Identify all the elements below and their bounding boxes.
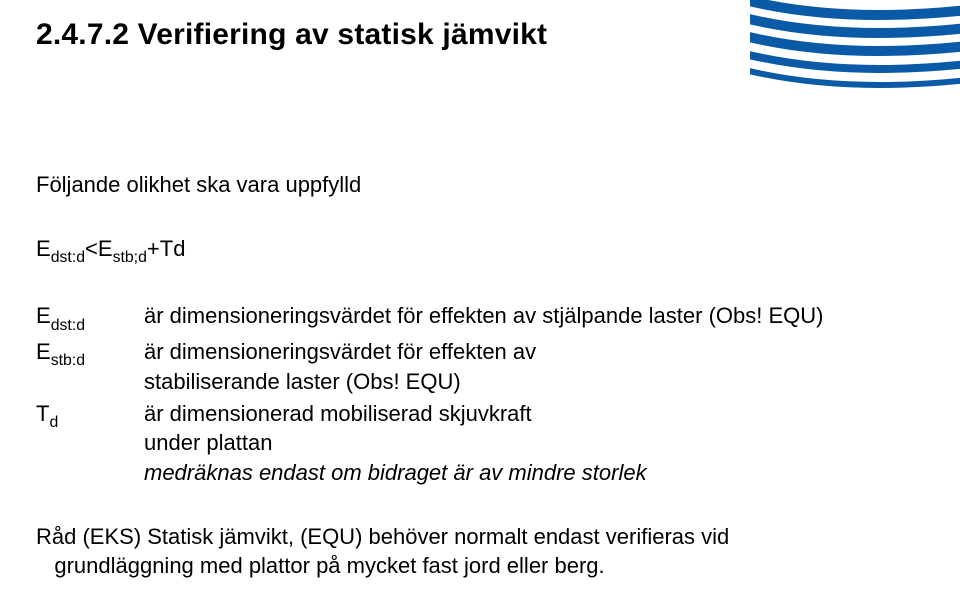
def-desc-line: medräknas endast om bidraget är av mindr… xyxy=(144,458,916,488)
ineq-rhs2: Td xyxy=(160,236,186,261)
ineq-lhs-base: E xyxy=(36,236,51,261)
footnote-line: Råd (EKS) Statisk jämvikt, (EQU) behöver… xyxy=(36,522,916,552)
def-desc-line: under plattan xyxy=(144,428,916,458)
lead-text: Följande olikhet ska vara uppfylld xyxy=(36,170,916,200)
def-term: Td xyxy=(36,399,118,488)
brand-logo xyxy=(750,0,960,100)
def-desc: är dimensioneringsvärdet för effekten av… xyxy=(144,337,916,396)
def-desc-line: stabiliserande laster (Obs! EQU) xyxy=(144,367,916,397)
def-term-sub: stb:d xyxy=(51,352,85,369)
def-term: Estb:d xyxy=(36,337,118,396)
def-desc-line: är dimensioneringsvärdet för effekten av… xyxy=(144,301,916,331)
ineq-rhs1-sub: stb;d xyxy=(113,249,147,266)
def-desc-line: är dimensionerad mobiliserad skjuvkraft xyxy=(144,399,916,429)
footnote: Råd (EKS) Statisk jämvikt, (EQU) behöver… xyxy=(36,522,916,581)
ineq-lt: < xyxy=(85,236,98,261)
def-term: Edst:d xyxy=(36,301,118,335)
footnote-line: grundläggning med plattor på mycket fast… xyxy=(36,551,916,581)
ineq-plus: + xyxy=(147,236,160,261)
slide-body: Följande olikhet ska vara uppfylld Edst:… xyxy=(36,170,916,581)
ineq-lhs-sub: dst:d xyxy=(51,249,85,266)
def-term-base: E xyxy=(36,303,51,328)
def-term-sub: dst:d xyxy=(51,317,85,334)
def-desc: är dimensioneringsvärdet för effekten av… xyxy=(144,301,916,335)
def-desc: är dimensionerad mobiliserad skjuvkraftu… xyxy=(144,399,916,488)
ineq-rhs1-base: E xyxy=(98,236,113,261)
slide-title: 2.4.7.2 Verifiering av statisk jämvikt xyxy=(36,18,547,52)
def-term-base: E xyxy=(36,339,51,364)
definitions: Edst:d är dimensioneringsvärdet för effek… xyxy=(36,301,916,487)
def-desc-line: är dimensioneringsvärdet för effekten av xyxy=(144,337,916,367)
inequality: Edst:d<Estb;d+Td xyxy=(36,234,916,268)
def-term-sub: d xyxy=(49,414,58,431)
def-term-base: T xyxy=(36,401,49,426)
